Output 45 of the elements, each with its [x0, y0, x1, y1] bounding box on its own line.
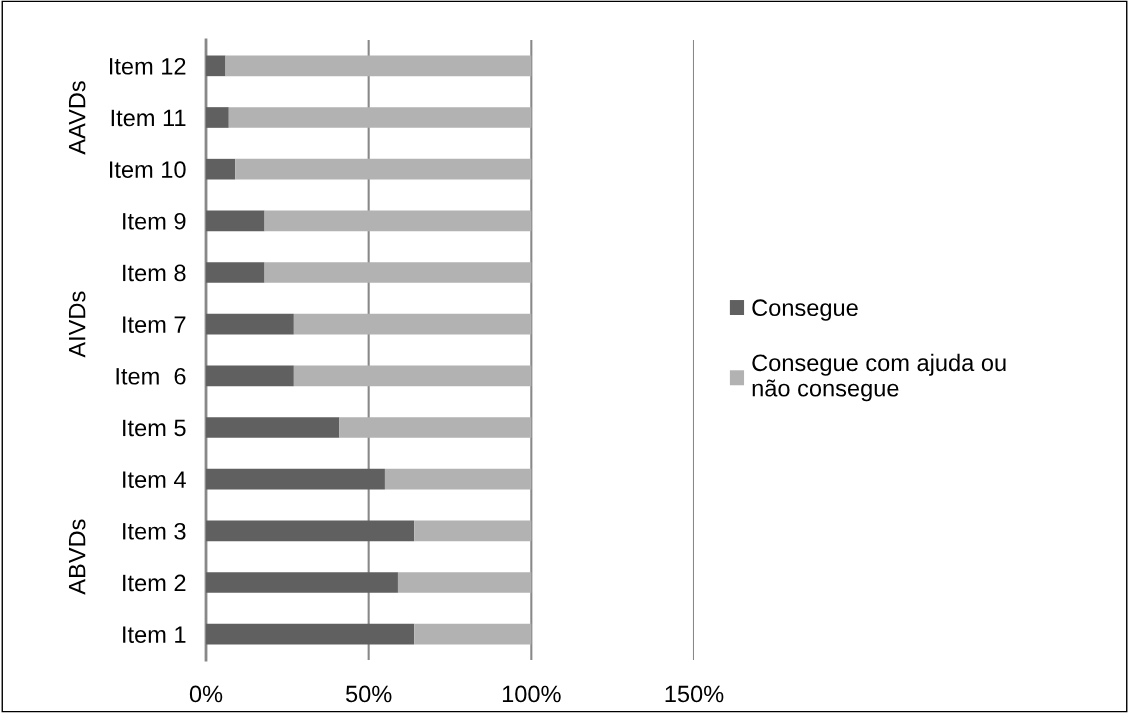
bar	[397, 572, 532, 593]
x-tick-label: 0%	[189, 685, 223, 703]
bar	[384, 468, 532, 490]
legend-label: Consegue com ajuda ou não consegue	[752, 353, 1006, 402]
text: AAVDs	[68, 81, 86, 155]
y-tick-label: Item 4	[123, 471, 186, 488]
x-tick-label: 150%	[665, 685, 724, 703]
bar	[206, 262, 265, 283]
bar	[206, 55, 226, 77]
y-tick-label: Item 11	[111, 109, 186, 127]
y-tick-label: Item 12	[110, 57, 186, 75]
bar	[206, 313, 294, 335]
y-tick-label: Item 10	[110, 161, 186, 178]
bar	[206, 107, 229, 128]
bar	[206, 520, 415, 542]
bar	[206, 417, 340, 438]
x-tick-label: 50%	[345, 685, 392, 703]
y-tick-label: Item 5	[123, 419, 186, 437]
bar	[293, 365, 532, 387]
bar	[206, 210, 265, 232]
text: AIVDs	[68, 291, 86, 358]
bar	[414, 623, 532, 645]
bar	[228, 107, 532, 128]
y-tick-label: Item 8	[123, 264, 186, 282]
bar	[293, 313, 532, 335]
text: ABVDs	[68, 519, 86, 595]
y-tick-label: Item 7	[123, 316, 186, 333]
x-tick-label: 100%	[502, 685, 561, 703]
y-tick-label: Item 6	[116, 367, 186, 385]
bar	[339, 417, 532, 438]
bar	[206, 468, 385, 490]
y-tick-label: Item 1	[123, 626, 186, 643]
y-tick-label: Item 9	[123, 212, 186, 230]
bar	[225, 55, 532, 77]
legend-label: Consegue	[752, 299, 858, 321]
bar	[206, 158, 236, 180]
bar	[206, 365, 294, 387]
y-tick-label: Item 3	[123, 522, 186, 540]
y-tick-label: Item 2	[123, 574, 186, 592]
bar	[206, 623, 415, 645]
bar	[235, 158, 532, 180]
bar	[264, 210, 532, 232]
bar	[414, 520, 532, 542]
bar	[264, 262, 532, 283]
bar	[206, 572, 398, 593]
